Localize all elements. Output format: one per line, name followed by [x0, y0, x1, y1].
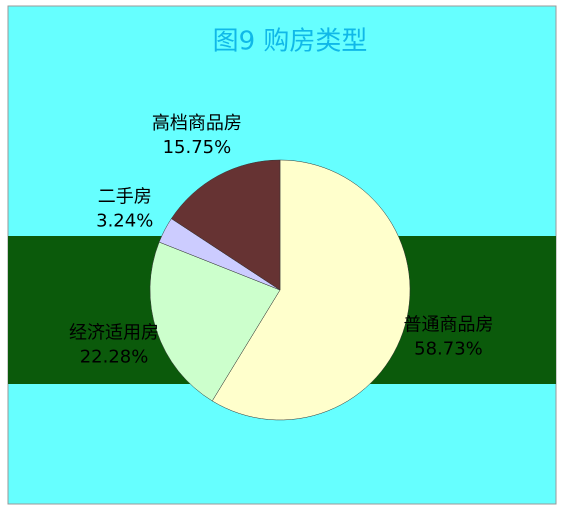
pie-slice [149, 241, 281, 402]
value-label: 58.73% [414, 338, 483, 359]
slice-label: 二手房 [98, 186, 152, 207]
value-label: 3.24% [96, 210, 153, 231]
slice-label: 普通商品房 [403, 314, 493, 335]
pie-slice [211, 159, 411, 421]
value-label: 15.75% [163, 137, 232, 158]
slice-label: 经济适用房 [69, 322, 159, 343]
value-label: 22.28% [80, 346, 149, 367]
pie-slice [170, 159, 281, 291]
slice-label: 高档商品房 [152, 113, 242, 134]
chart-title: 图9 购房类型 [213, 27, 368, 57]
